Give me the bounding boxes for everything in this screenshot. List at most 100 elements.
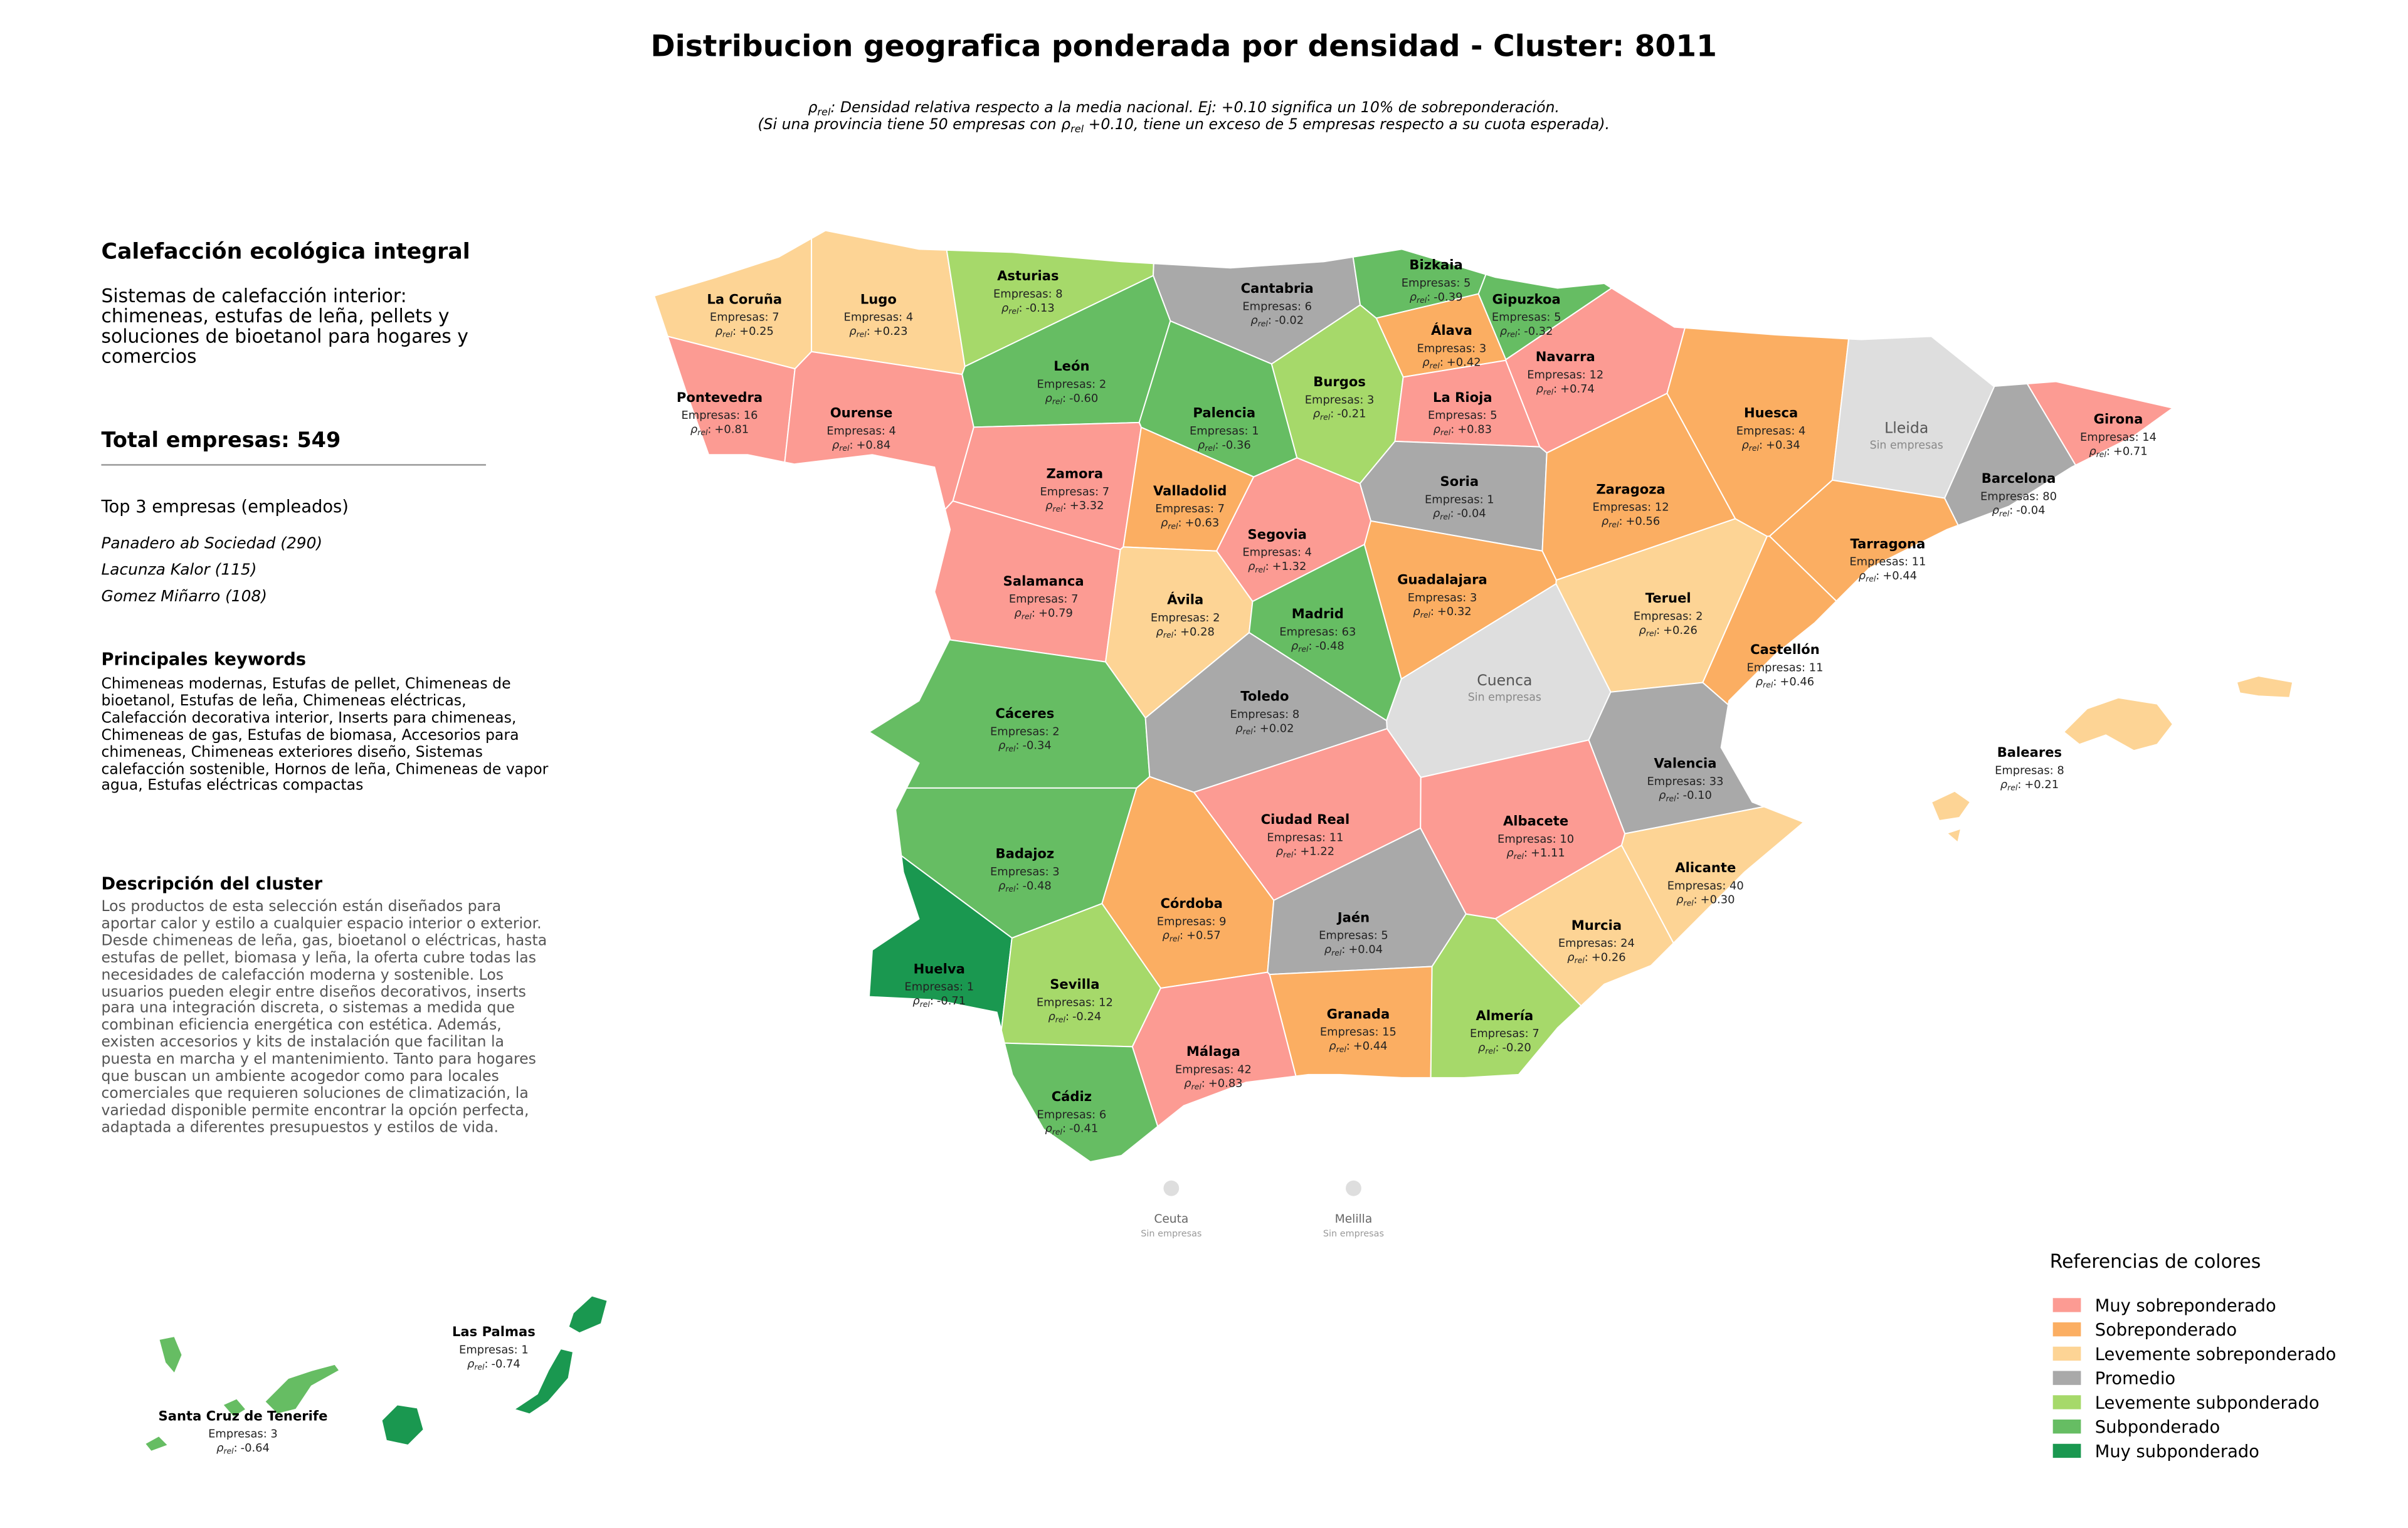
province-name: Girona <box>2094 411 2143 427</box>
province-name: Las Palmas <box>452 1324 536 1339</box>
rho-label: ρrel: -0.34 <box>998 739 1052 754</box>
rho-sub: rel <box>1440 428 1451 437</box>
rho-sub: rel <box>1205 443 1215 453</box>
rho-sub: rel <box>1191 1082 1202 1091</box>
province-shape <box>158 1335 183 1375</box>
title: Distribucion geografica ponderada por de… <box>650 29 1716 63</box>
companies-label: Empresas: 16 <box>682 409 758 422</box>
rho-sub: rel <box>697 428 708 437</box>
rho-label: ρrel: -0.04 <box>1433 507 1486 522</box>
rho-value: +0.21 <box>2024 778 2059 791</box>
rho-sub: rel <box>1163 630 1174 640</box>
rho-sep: : <box>1430 605 1434 618</box>
rho-sep: : <box>1440 356 1444 369</box>
rho-symbol: ρ <box>216 1441 224 1455</box>
rho-sep: : <box>732 325 736 338</box>
companies-label: Empresas: 3 <box>1408 591 1477 604</box>
companies-label: Empresas: 3 <box>208 1428 278 1441</box>
rho-value: -0.02 <box>1275 314 1304 327</box>
rho-sep: : <box>1450 423 1454 436</box>
rho-sub: rel <box>1608 520 1619 529</box>
companies-label: Empresas: 7 <box>1040 485 1110 498</box>
rho-sub: rel <box>2007 783 2018 793</box>
province-shape <box>144 1435 170 1453</box>
province-name: Albacete <box>1503 813 1568 828</box>
province-name: Cáceres <box>995 705 1054 721</box>
rho-label: ρrel: +0.79 <box>1015 607 1073 621</box>
companies-label: Empresas: 1 <box>904 981 974 994</box>
rho-label: ρrel: +0.32 <box>1413 605 1471 619</box>
rho-label: ρrel: +0.25 <box>716 325 774 339</box>
rho-sub: rel <box>1170 934 1180 943</box>
rho-symbol: ρ <box>1506 846 1514 860</box>
rho-sub: rel <box>817 106 831 118</box>
rho-symbol: ρ <box>1184 1077 1191 1090</box>
rho-symbol: ρ <box>1291 640 1299 653</box>
rho-label: ρrel: -0.48 <box>998 879 1052 893</box>
rho-sub: rel <box>920 999 931 1009</box>
rho-value: +0.57 <box>1186 929 1221 942</box>
rho-symbol: ρ <box>1676 893 1684 907</box>
province-name: Jaén <box>1336 909 1370 925</box>
rho-sub: rel <box>1507 330 1518 339</box>
rho-sub: rel <box>1005 744 1016 753</box>
rho-symbol: ρ <box>2089 445 2096 458</box>
rho-symbol: ρ <box>1434 423 1441 436</box>
companies-label: Empresas: 14 <box>2080 431 2157 444</box>
province-shape <box>263 1363 341 1415</box>
rho-sep: : <box>1676 789 1680 802</box>
note-line: (Si una provincia tiene 50 empresas con … <box>758 115 1610 135</box>
rho-symbol: ρ <box>1639 624 1647 637</box>
rho-value: +1.22 <box>1300 845 1334 858</box>
rho-value: -0.04 <box>2016 504 2045 517</box>
legend-swatch <box>2052 1298 2081 1312</box>
rho-sep: : <box>1427 290 1430 303</box>
rho-symbol: ρ <box>1161 517 1168 530</box>
rho-sep: : <box>1619 515 1622 528</box>
rho-sep: : <box>1553 382 1557 396</box>
province-name: Zamora <box>1046 466 1103 482</box>
province-shape <box>1930 790 1972 822</box>
rho-value: -0.41 <box>1069 1122 1098 1135</box>
companies-label: Empresas: 2 <box>990 725 1060 738</box>
legend-swatch <box>2052 1322 2081 1337</box>
rho-label: ρrel: -0.13 <box>1001 302 1055 316</box>
province-name: Salamanca <box>1003 573 1084 589</box>
companies-label: Empresas: 2 <box>1634 610 1703 623</box>
rho-sub: rel <box>1005 884 1016 893</box>
rho-label: ρrel: -0.21 <box>1313 408 1366 422</box>
description: Los productos de esta selección están di… <box>101 898 547 1137</box>
top-company: Lacunza Kalor (115) <box>101 562 257 579</box>
rho-value: +0.56 <box>1625 515 1660 528</box>
rho-sub: rel <box>1866 574 1876 584</box>
rho-value: +0.34 <box>1766 438 1800 451</box>
rho-label: ρrel: +0.74 <box>1536 382 1595 397</box>
companies-label: Empresas: 4 <box>844 311 914 324</box>
rho-sep: : <box>1268 314 1272 327</box>
rho-label: ρrel: +0.30 <box>1676 893 1735 908</box>
province-shape <box>2236 675 2294 698</box>
companies-label: Empresas: 12 <box>1593 501 1669 514</box>
rho-label: ρrel: +0.46 <box>1756 675 1814 690</box>
province-shape <box>667 335 796 463</box>
rho-sep: : <box>1773 675 1777 688</box>
rho-sep: : <box>1018 302 1022 315</box>
rho-sub: rel <box>857 330 867 339</box>
companies-label: Empresas: 6 <box>1242 300 1312 313</box>
province-name: Pontevedra <box>677 389 763 405</box>
rho-value: +0.30 <box>1701 893 1735 907</box>
rho-symbol: ρ <box>1329 1040 1336 1053</box>
rho-symbol: ρ <box>1235 722 1243 735</box>
province-name: Lugo <box>860 291 897 307</box>
companies-label: Empresas: 11 <box>1267 831 1343 844</box>
rho-symbol: ρ <box>1500 325 1508 338</box>
rho-sep: : <box>1330 408 1334 421</box>
province-shape <box>1269 966 1433 1078</box>
rho-value: +0.44 <box>1883 569 1917 582</box>
rho-sep: : <box>2017 778 2021 791</box>
companies-label: Empresas: 12 <box>1527 369 1603 382</box>
rho-value: -0.60 <box>1069 392 1098 405</box>
companies-label: Empresas: 11 <box>1746 661 1823 675</box>
legend-label: Sobreponderado <box>2095 1320 2237 1340</box>
